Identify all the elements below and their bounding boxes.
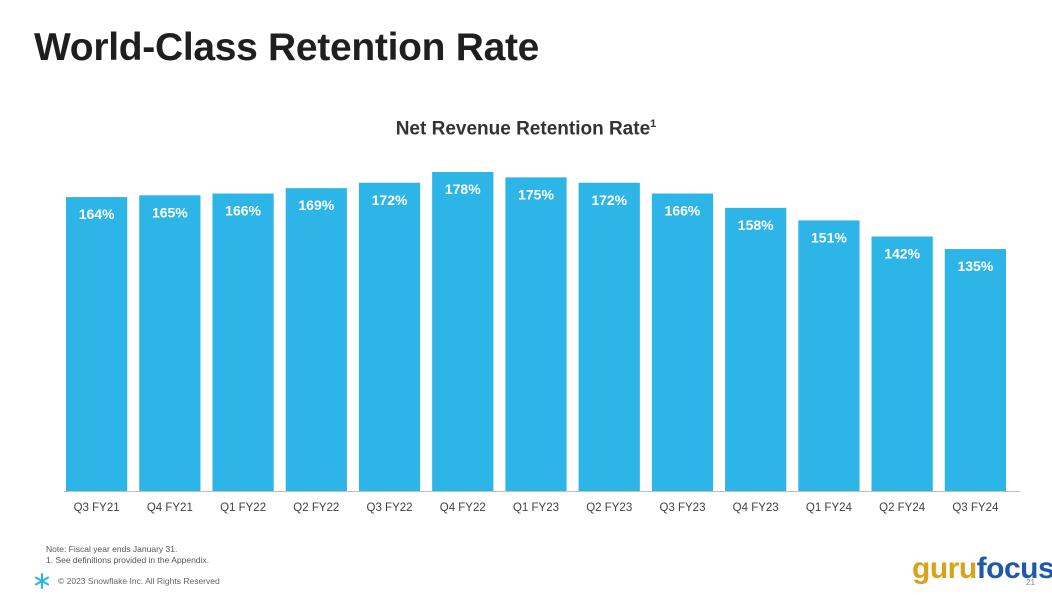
x-tick-label: Q1 FY24 [806, 502, 853, 514]
data-label: 172% [591, 192, 627, 208]
note-definitions: 1. See definitions provided in the Appen… [46, 555, 210, 565]
bar-q2-fy22 [285, 188, 347, 491]
bar-q3-fy21 [66, 197, 128, 491]
data-label: 135% [957, 258, 993, 274]
data-label: 166% [225, 203, 261, 219]
x-tick-label: Q2 FY22 [293, 502, 339, 514]
bar-q2-fy23 [578, 182, 640, 491]
page-number: 21 [1026, 578, 1035, 587]
data-label: 175% [518, 186, 554, 202]
data-label: 178% [445, 181, 481, 197]
chart-title: Net Revenue Retention Rate1 [0, 118, 1052, 140]
bar-q1-fy22 [212, 193, 274, 491]
x-tick-label: Q3 FY22 [367, 502, 413, 514]
snowflake-icon [34, 573, 50, 589]
page-title: World-Class Retention Rate [34, 26, 540, 69]
x-tick-label: Q4 FY23 [733, 502, 779, 514]
data-label: 165% [152, 204, 188, 220]
bar-q1-fy24 [798, 220, 860, 491]
x-tick-label: Q1 FY22 [220, 502, 266, 514]
bar-q4-fy23 [725, 207, 787, 491]
x-tick-label: Q2 FY23 [586, 502, 632, 514]
x-tick-labels: Q3 FY21 Q4 FY21 Q1 FY22 Q2 FY22 Q3 FY22 Q4 FY… [74, 502, 999, 514]
chart-title-text: Net Revenue Retention Rate [395, 118, 651, 140]
bar-q4-fy22 [432, 172, 494, 491]
data-label: 158% [738, 217, 774, 233]
footnotes: Note: Fiscal year ends January 31. 1. Se… [46, 544, 209, 566]
data-label: 169% [298, 197, 334, 213]
x-tick-label: Q3 FY21 [74, 502, 120, 514]
watermark-part1: guru [912, 552, 977, 585]
bar-q3-fy23 [651, 193, 714, 491]
data-label: 164% [79, 206, 115, 222]
data-label: 166% [665, 203, 701, 219]
chart-title-footnote: 1 [650, 118, 657, 130]
x-tick-label: Q4 FY22 [440, 502, 486, 514]
x-tick-label: Q3 FY23 [659, 502, 705, 514]
bars-group: 164% 165% 166% 169% 172% 178% 175% 172% 166% 158%… [66, 172, 1006, 492]
bar-q3-fy24 [944, 249, 1006, 491]
copyright-text: © 2023 Snowflake Inc. All Rights Reserve… [58, 576, 220, 586]
watermark-part2: focus [976, 552, 1052, 585]
x-tick-label: Q3 FY24 [952, 502, 999, 514]
data-label: 151% [811, 229, 847, 245]
x-tick-label: Q1 FY23 [513, 502, 559, 514]
data-label: 172% [372, 192, 408, 208]
data-label: 142% [884, 246, 920, 262]
bar-q3-fy22 [358, 182, 421, 491]
bar-q1-fy23 [505, 177, 567, 491]
bar-q2-fy24 [871, 236, 933, 491]
note-fiscal-year: Note: Fiscal year ends January 31. [46, 544, 178, 554]
x-tick-label: Q2 FY24 [879, 502, 926, 514]
bar-q4-fy21 [139, 195, 201, 492]
gurufocus-watermark: gurufocus [912, 552, 1052, 586]
x-tick-label: Q4 FY21 [147, 502, 193, 514]
